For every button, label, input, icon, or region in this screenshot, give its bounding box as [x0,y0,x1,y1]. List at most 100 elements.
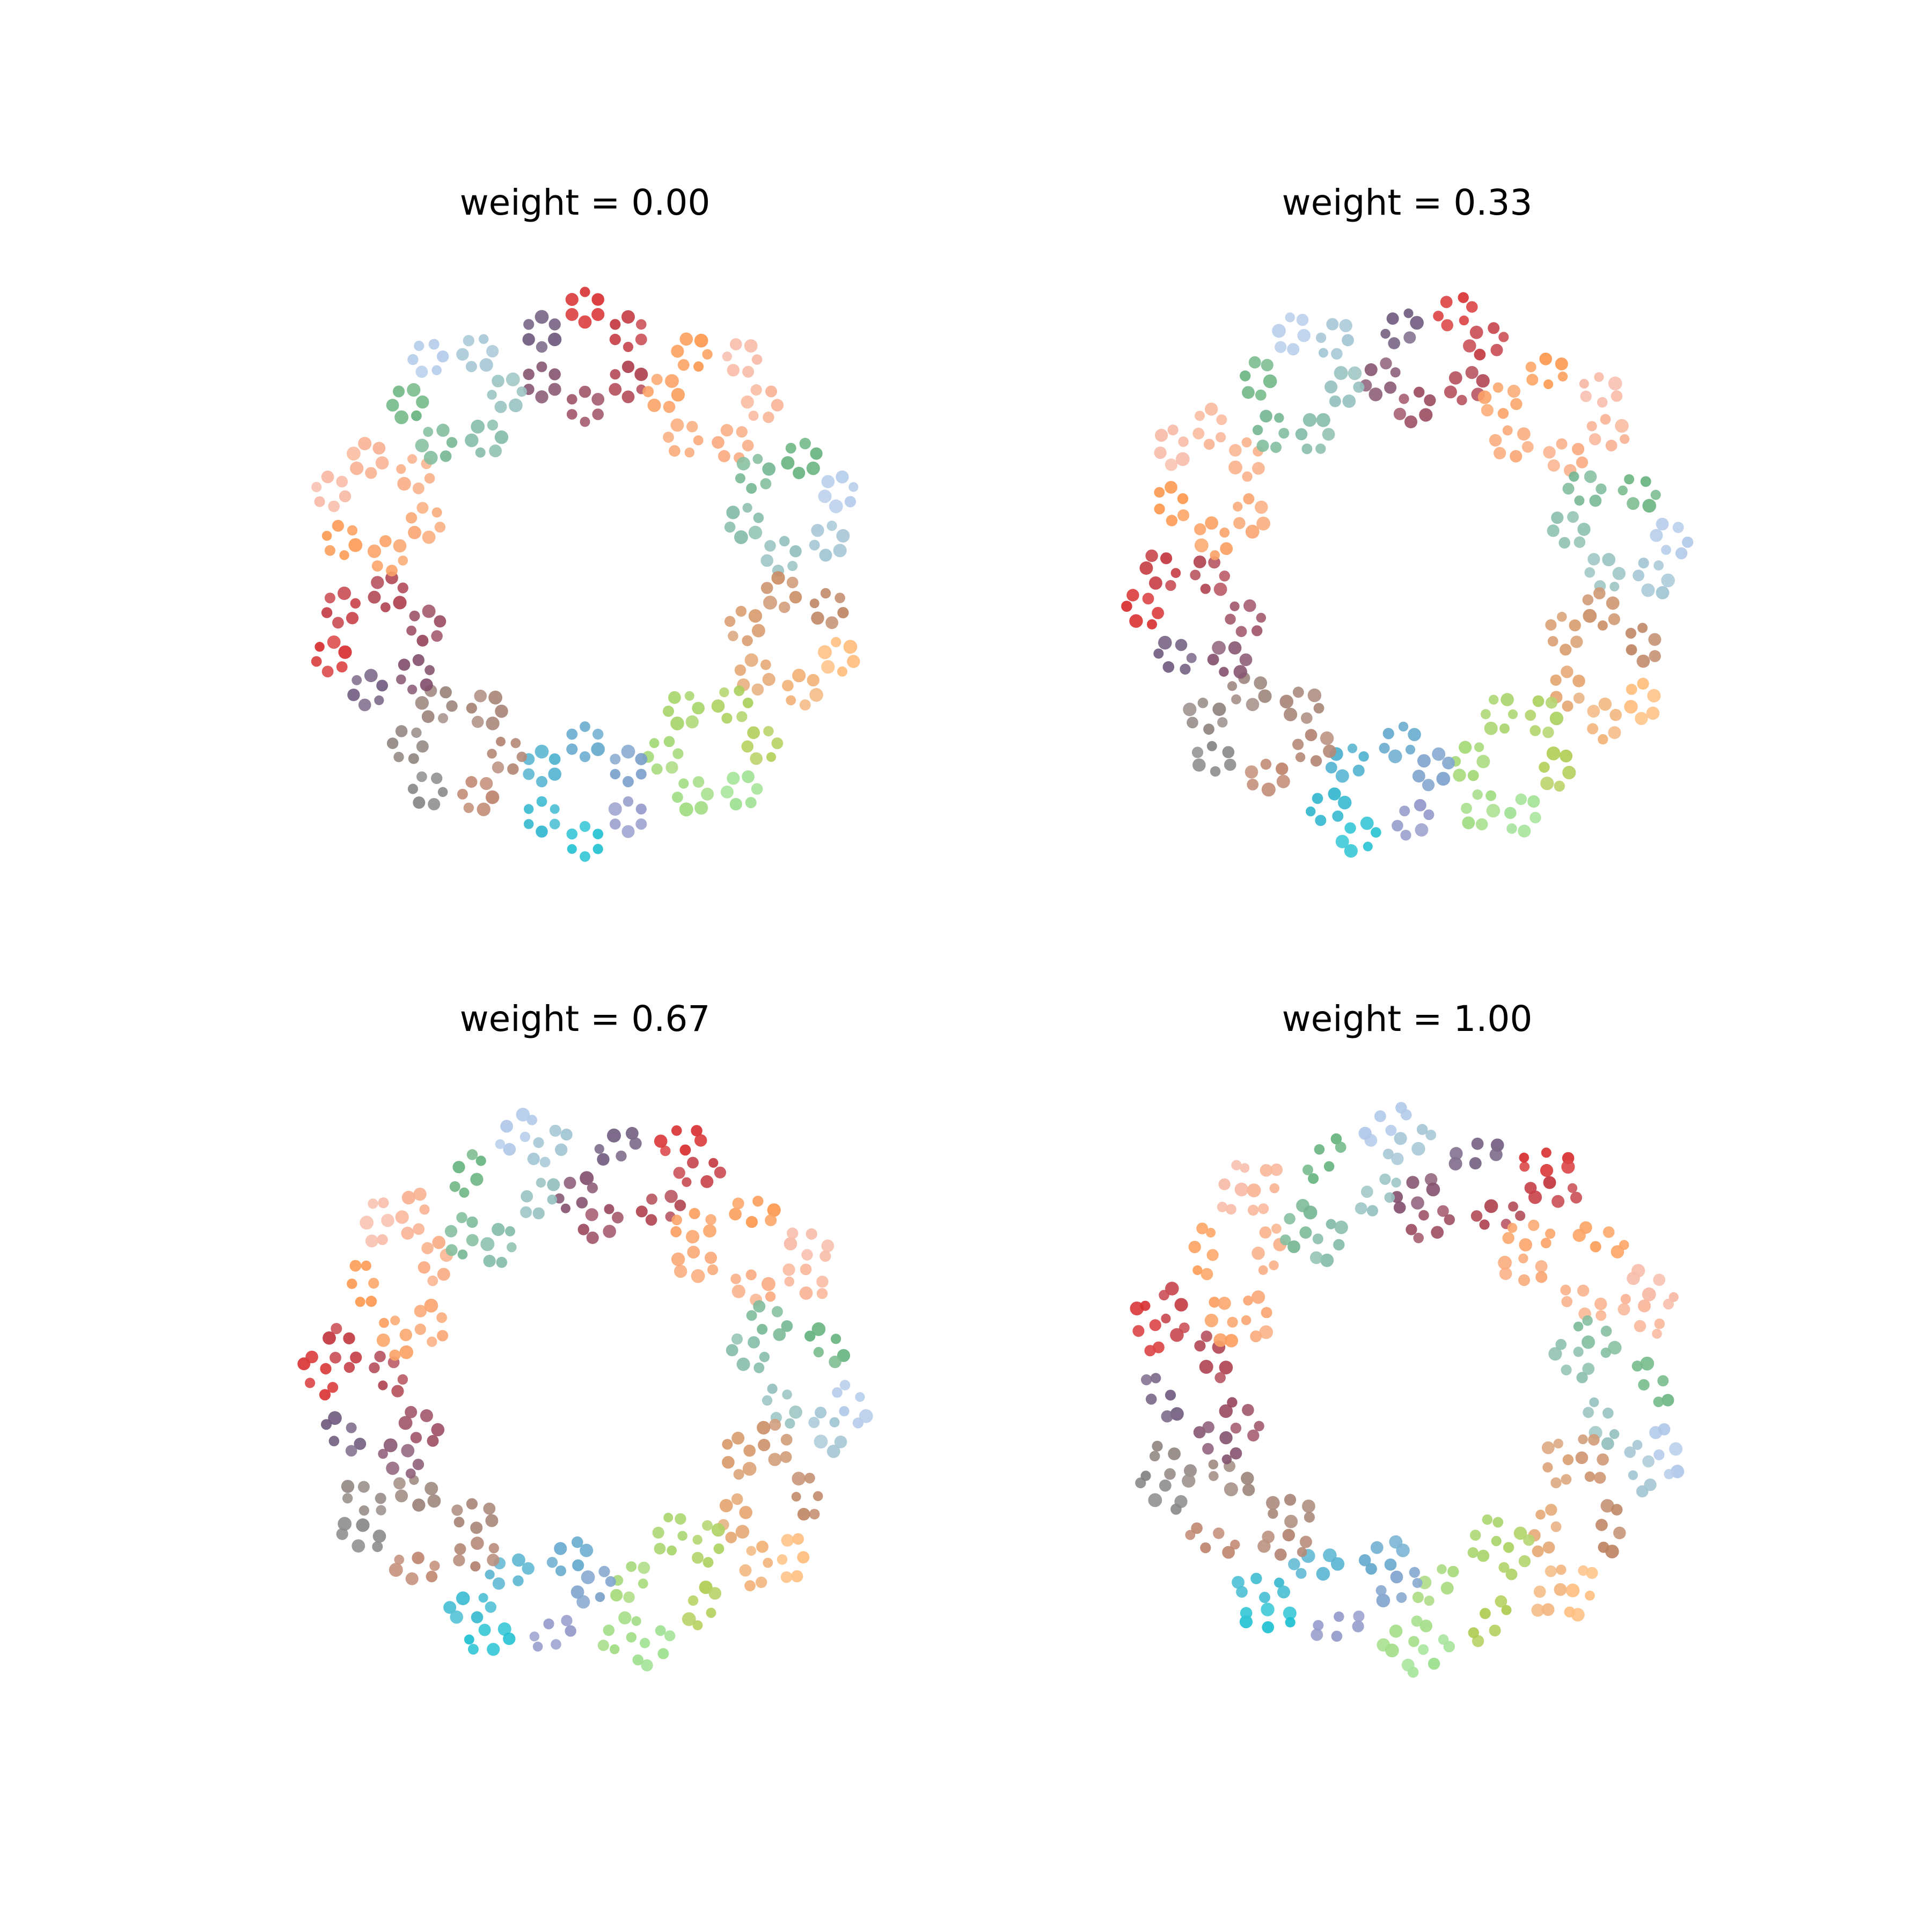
fractal-dot [670,1226,682,1238]
fractal-dot [1384,1558,1397,1571]
fractal-dot [811,1322,826,1336]
fractal-dot [546,1557,558,1568]
fractal-dot [1424,1596,1435,1606]
fractal-dot [415,365,428,378]
fractal-dot [663,736,675,748]
fractal-dot [1401,1658,1415,1672]
fractal-dot [1440,1582,1454,1595]
fractal-dot [372,1541,383,1552]
fractal-dot [694,801,708,815]
fractal-dot [1203,438,1215,450]
fractal-dot [492,1577,505,1590]
fractal-dot [365,1296,377,1307]
fractal-dot [548,767,561,781]
fractal-dot [621,310,635,324]
fractal-dot [1650,489,1661,500]
fractal-dot [1285,1617,1296,1628]
fractal-dot [1165,1282,1179,1296]
fractal-dot [800,1263,812,1276]
fractal-dot [449,1181,460,1192]
fractal-dot [781,1534,794,1547]
fractal-dot [1323,1548,1337,1562]
fractal-dot [1653,1274,1666,1286]
fractal-dot [1202,1421,1214,1433]
fractal-dot [1560,643,1572,656]
fractal-dot [1236,1586,1248,1598]
fractal-dot [1248,356,1261,369]
fractal-dot [1186,653,1197,663]
fractal-dot [567,844,577,854]
fractal-dot [742,1462,757,1476]
fractal-dot [1165,1389,1176,1401]
fractal-dot [670,418,684,432]
fractal-dot [1624,700,1638,714]
fractal-dot [1498,1562,1510,1573]
fractal-dot [692,776,705,788]
fractal-dot [641,1659,653,1672]
fractal-dot [1502,1232,1514,1245]
fractal-dot [821,1239,835,1253]
fractal-dot [1412,1591,1424,1603]
fractal-dot [480,777,493,791]
fractal-dot [1414,386,1425,398]
fractal-dot [1501,1605,1512,1615]
fractal-dot [416,395,429,409]
fractal-dot [660,1145,671,1157]
fractal-dot [609,383,622,396]
fractal-dot [471,715,484,728]
fractal-dot [689,1208,700,1219]
fractal-dot [1168,1447,1181,1460]
fractal-dot [771,571,785,585]
fractal-dot [1139,561,1153,575]
fractal-dot [1620,1294,1631,1305]
fractal-dot [1597,1453,1609,1466]
fractal-dot [1161,1313,1171,1323]
fractal-dot [341,1480,355,1493]
fractal-dot [1469,325,1483,339]
fractal-dot [735,1525,750,1539]
fractal-dot [793,466,806,479]
fractal-dot [1207,654,1219,665]
fractal-dot [470,1521,483,1534]
fractal-dot [572,1536,583,1548]
fractal-dot [1642,1287,1656,1301]
fractal-dot [1280,1234,1291,1246]
fractal-dot [1230,1422,1242,1434]
fractal-dot [487,390,497,400]
fractal-dot [581,1570,595,1584]
fractal-dot [1320,1253,1334,1267]
fractal-dot [330,1351,341,1364]
fractal-dot [383,1438,398,1452]
fractal-dot [742,365,755,378]
fractal-dot [829,1417,840,1428]
fractal-dot [1541,1603,1555,1616]
fractal-dot [378,1197,389,1209]
fractal-dot [826,521,837,531]
fractal-dot [1618,1303,1630,1316]
fractal-dot [743,1444,756,1457]
fractal-dot [1164,1468,1176,1480]
fractal-dot [1661,573,1675,588]
fractal-dot [413,1188,427,1201]
fractal-dot [440,450,452,462]
fractal-dot [1389,1624,1403,1638]
fractal-dot [706,1607,716,1618]
fractal-dot [1597,620,1608,631]
fractal-dot [819,1250,831,1262]
fractal-dot [411,410,422,421]
fractal-dot [1613,1526,1626,1540]
fractal-dot [730,338,742,350]
fractal-dot [693,361,704,372]
fractal-dot [1426,1182,1440,1197]
fractal-dot [478,1623,491,1636]
fractal-dot [1231,1160,1242,1170]
fractal-dot [591,742,605,756]
fractal-dot [591,393,605,406]
fractal-dot [522,333,535,346]
fractal-dot [1582,1363,1595,1375]
fractal-dot [1573,1346,1584,1357]
fractal-dot [592,408,604,420]
fractal-dot [1144,1345,1156,1357]
fractal-dot [1656,586,1670,599]
fractal-dot [1121,601,1132,612]
